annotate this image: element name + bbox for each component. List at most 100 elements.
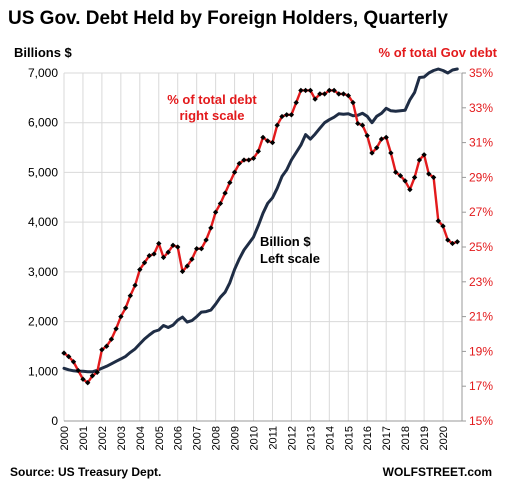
percent-point <box>302 87 309 94</box>
right-tick-label: 33% <box>469 101 493 115</box>
percent-point <box>208 225 214 231</box>
annotation-percent-line2: right scale <box>179 108 244 123</box>
percent-point <box>118 313 124 320</box>
percent-point <box>393 169 399 175</box>
percent-point <box>430 174 437 181</box>
percent-point <box>350 99 356 106</box>
x-tick-label: 2000 <box>59 426 71 450</box>
left-tick-label: 3,000 <box>28 265 58 279</box>
right-tick-label: 23% <box>469 275 493 289</box>
percent-point <box>288 112 295 118</box>
percent-point <box>293 99 299 106</box>
percent-point <box>298 87 304 94</box>
percent-point <box>317 91 323 97</box>
percent-point <box>122 305 129 311</box>
left-tick-label: 2,000 <box>28 315 58 329</box>
percent-point <box>236 160 242 167</box>
percent-point <box>397 173 404 179</box>
x-tick-label: 2003 <box>116 426 128 450</box>
percent-point <box>435 218 441 224</box>
left-tick-label: 0 <box>51 414 58 428</box>
percent-point <box>445 237 451 243</box>
percent-point <box>369 150 375 156</box>
percent-line <box>62 89 459 384</box>
x-tick-label: 2007 <box>192 426 204 450</box>
percent-point <box>189 256 195 262</box>
left-axis-title: Billions $ <box>14 45 73 60</box>
percent-point <box>151 251 157 257</box>
annotation-billion-line2: Left scale <box>260 251 320 266</box>
percent-point <box>449 240 456 247</box>
percent-point <box>212 209 219 215</box>
right-tick-label: 29% <box>469 170 493 184</box>
billions-line <box>62 67 459 374</box>
right-tick-label: 15% <box>469 414 493 428</box>
percent-point <box>198 246 205 252</box>
percent-point <box>416 157 423 163</box>
percent-point <box>165 249 171 255</box>
percent-point <box>307 87 314 94</box>
right-tick-label: 25% <box>469 240 493 254</box>
left-tick-label: 7,000 <box>28 66 58 80</box>
percent-point <box>222 190 228 196</box>
percent-point <box>250 155 257 161</box>
percent-point <box>170 242 176 248</box>
right-tick-label: 21% <box>469 310 493 324</box>
x-tick-label: 2008 <box>211 426 223 450</box>
percent-point <box>340 91 347 97</box>
right-tick-label: 35% <box>469 66 493 80</box>
percent-point <box>321 91 328 97</box>
percent-point <box>241 157 247 163</box>
left-axis-ticks: 0 1,000 2,000 3,000 4,000 5,000 6,000 7,000 <box>28 66 58 428</box>
x-tick-label: 2017 <box>381 426 393 450</box>
x-tick-label: 2020 <box>438 426 450 450</box>
percent-point <box>113 326 119 332</box>
percent-point <box>336 91 342 97</box>
percent-point <box>156 240 162 247</box>
annotation-percent-line1: % of total debt <box>167 92 257 107</box>
right-axis-title: % of total Gov debt <box>379 45 498 60</box>
percent-point <box>331 87 337 94</box>
x-tick-label: 2009 <box>230 426 242 450</box>
percent-point <box>141 260 148 266</box>
x-tick-label: 2002 <box>97 426 109 450</box>
x-tick-label: 2014 <box>324 426 336 450</box>
percent-point <box>217 200 224 207</box>
percent-point <box>85 380 91 386</box>
right-tick-label: 31% <box>469 136 493 150</box>
percent-point <box>175 244 181 250</box>
x-tick-label: 2011 <box>267 426 279 450</box>
x-tick-label: 2006 <box>173 426 185 450</box>
percent-point <box>326 87 332 94</box>
percent-point <box>194 246 200 252</box>
percent-point <box>312 96 318 102</box>
source-note: Source: US Treasury Dept. <box>10 465 161 479</box>
percent-point <box>146 253 152 259</box>
percent-point <box>231 169 238 175</box>
percent-point <box>388 150 394 156</box>
x-tick-label: 2004 <box>135 426 147 450</box>
x-tick-label: 2018 <box>400 426 412 450</box>
series-billions <box>62 67 459 374</box>
percent-point <box>203 237 209 243</box>
percent-point <box>260 134 266 141</box>
x-tick-label: 2012 <box>286 426 298 450</box>
right-axis-ticks: 15% 17% 19% 21% 23% 25% 27% 29% 31% 33% 35% <box>462 66 493 428</box>
right-tick-label: 19% <box>469 344 493 358</box>
percent-point <box>355 120 361 127</box>
percent-point <box>383 134 389 141</box>
left-tick-label: 4,000 <box>28 215 58 229</box>
percent-point <box>265 138 271 144</box>
x-axis-ticks: 2000 2001 2002 2003 2004 2005 2006 2007 2008 2009… <box>59 426 450 450</box>
chart-title: US Gov. Debt Held by Foreign Holders, Qu… <box>8 8 448 29</box>
percent-point <box>279 113 285 120</box>
x-tick-label: 2016 <box>362 426 374 450</box>
x-tick-label: 2005 <box>154 426 166 450</box>
left-tick-label: 6,000 <box>28 116 58 130</box>
percent-point <box>284 112 290 118</box>
percent-point <box>411 174 418 181</box>
x-tick-label: 2019 <box>419 426 431 450</box>
left-tick-label: 1,000 <box>28 364 58 378</box>
percent-point <box>246 157 252 163</box>
